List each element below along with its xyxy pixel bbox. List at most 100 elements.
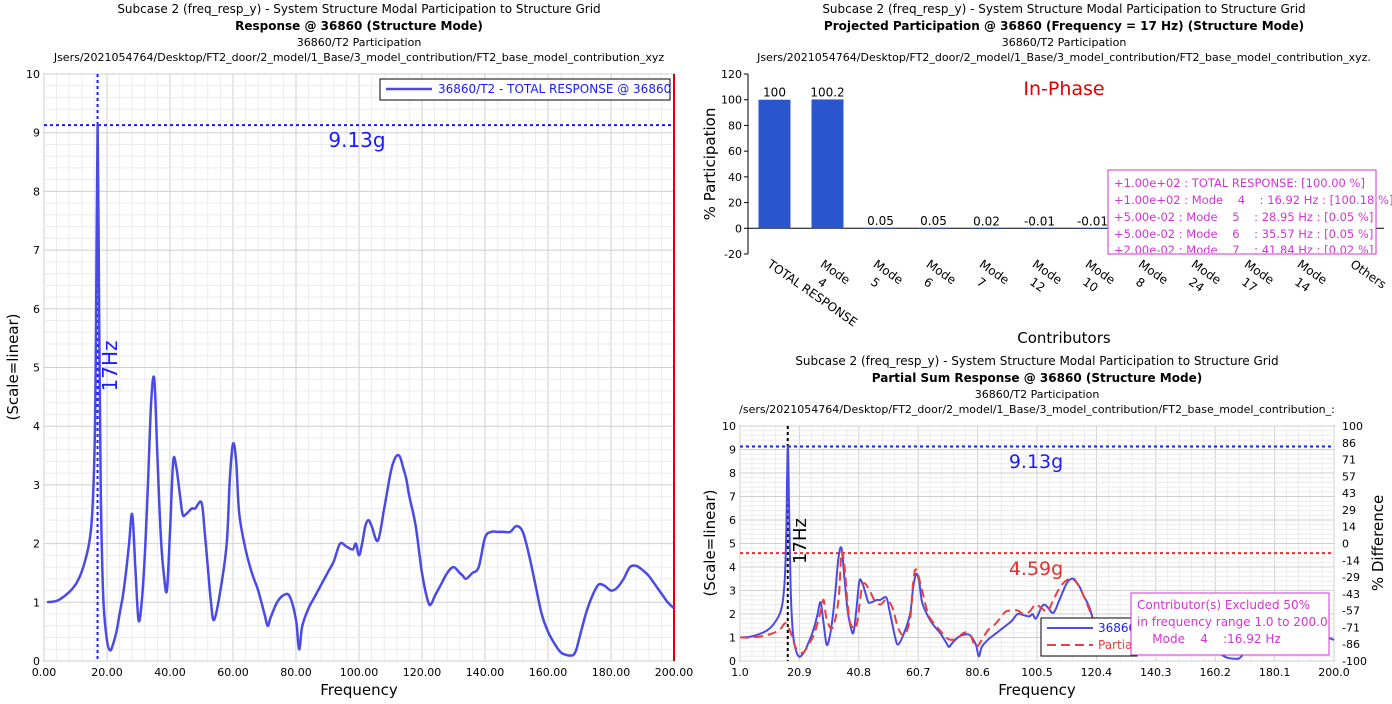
chart1-x-tick-label: 140.00 bbox=[466, 666, 505, 679]
chart3-y2-tick-label: -86 bbox=[1342, 638, 1360, 651]
chart2-bar bbox=[864, 228, 897, 229]
chart3-y2-tick-label: -57 bbox=[1342, 605, 1360, 618]
chart1-x-tick-label: 20.00 bbox=[91, 666, 123, 679]
chart3-info-line1: Contributor(s) Excluded 50% bbox=[1137, 598, 1310, 612]
chart1-y-tick-label: 8 bbox=[33, 185, 40, 198]
chart3-x-tick-label: 180.1 bbox=[1259, 666, 1291, 679]
chart2-info-line5: +2.00e-02 : Mode 7 : 41.84 Hz : [0.02 %] bbox=[1114, 243, 1373, 257]
chart3-y-tick-label: 1 bbox=[729, 632, 736, 645]
chart2-y-tick-label: 120 bbox=[721, 68, 742, 81]
chart1-title-line1: Subcase 2 (freq_resp_y) - System Structu… bbox=[117, 2, 600, 16]
chart3-y2-tick-label: -29 bbox=[1342, 571, 1360, 584]
chart3-partial-value-label: 4.59g bbox=[1009, 558, 1063, 580]
chart3-title-line3: 36860/T2 Participation bbox=[975, 388, 1100, 401]
chart2-x-tick-label: Mode6 bbox=[915, 257, 959, 300]
chart3-x-tick-label: 40.8 bbox=[847, 666, 872, 679]
chart3-y-tick-label: 9 bbox=[729, 444, 736, 457]
chart2-x-tick-label: Mode5 bbox=[862, 257, 906, 300]
chart2-x-tick-label: TOTAL RESPONSE bbox=[764, 256, 860, 329]
chart1-series-total-response bbox=[46, 123, 675, 657]
chart2-title-line3: 36860/T2 Participation bbox=[1002, 36, 1127, 49]
chart3-y2-axis-label: % Difference bbox=[1369, 495, 1387, 591]
chart2-y-axis-label: % Participation bbox=[701, 108, 719, 221]
chart1-y-tick-label: 7 bbox=[33, 244, 40, 257]
chart1-peak-value-label: 9.13g bbox=[328, 128, 385, 152]
chart1-y-tick-label: 6 bbox=[33, 303, 40, 316]
chart3-y2-tick-label: 0 bbox=[1342, 538, 1349, 551]
chart3-y-tick-label: 6 bbox=[729, 514, 736, 527]
chart2-x-tick-label-line: 8 bbox=[1133, 275, 1147, 291]
chart3-y-axis-label: (Scale=linear) bbox=[701, 489, 719, 596]
chart2-title-line1: Subcase 2 (freq_resp_y) - System Structu… bbox=[822, 2, 1305, 16]
chart3-x-tick-label: 20.9 bbox=[787, 666, 812, 679]
chart1-y-tick-label: 1 bbox=[33, 596, 40, 609]
chart2-info-line2: +1.00e+02 : Mode 4 : 16.92 Hz : [100.18 … bbox=[1114, 193, 1392, 207]
chart3-legend-label-2: Partia bbox=[1098, 638, 1132, 652]
chart3-y2-tick-label: 86 bbox=[1342, 437, 1356, 450]
chart2-phase-label: In-Phase bbox=[1023, 78, 1104, 100]
chart3-y2-tick-label: 43 bbox=[1342, 487, 1356, 500]
chart2-x-tick-label: Mode24 bbox=[1180, 257, 1224, 300]
chart1-x-tick-label: 160.00 bbox=[529, 666, 568, 679]
chart2-value-label: 0.05 bbox=[920, 214, 947, 228]
chart3-y2-tick-label: 71 bbox=[1342, 454, 1356, 467]
chart1-y-tick-label: 10 bbox=[26, 68, 40, 81]
chart2-x-tick-label-line: TOTAL RESPONSE bbox=[764, 256, 860, 329]
chart2-y-tick-label: 40 bbox=[728, 171, 742, 184]
chart2-y-tick-label: 0 bbox=[735, 222, 742, 235]
chart3-y2-tick-label: 100 bbox=[1342, 420, 1363, 433]
chart1-x-tick-label: 120.00 bbox=[403, 666, 442, 679]
chart2-y-tick-label: -20 bbox=[724, 248, 742, 261]
chart2-info-line1: +1.00e+02 : TOTAL RESPONSE: [100.00 %] bbox=[1114, 176, 1365, 190]
chart2-title-line4: Jsers/2021054764/Desktop/FT2_door/2_mode… bbox=[756, 51, 1371, 64]
chart2-value-label: 100 bbox=[763, 86, 786, 100]
chart3-y-tick-label: 8 bbox=[729, 467, 736, 480]
chart2-x-tick-label: Mode17 bbox=[1233, 257, 1277, 300]
chart2-value-label: -0.01 bbox=[1077, 214, 1108, 228]
chart3-legend: 36860 Partia bbox=[1040, 617, 1138, 657]
chart1-y-tick-label: 9 bbox=[33, 127, 40, 140]
chart1-y-tick-label: 3 bbox=[33, 479, 40, 492]
chart2-bar bbox=[811, 99, 844, 229]
chart3-y-tick-label: 10 bbox=[722, 420, 736, 433]
chart1-title-line3: 36860/T2 Participation bbox=[297, 36, 422, 49]
chart3-info-box: Contributor(s) Excluded 50% in frequency… bbox=[1130, 592, 1330, 656]
chart3-y-axis: 0 1 2 3 4 5 6 7 8 9 10 bbox=[722, 420, 736, 668]
chart2-bar bbox=[1076, 228, 1109, 229]
chart3-y2-tick-label: -71 bbox=[1342, 621, 1360, 634]
chart3-y2-tick-label: 57 bbox=[1342, 470, 1356, 483]
chart1-title-line2: Response @ 36860 (Structure Mode) bbox=[235, 19, 483, 33]
chart2-x-tick-label-line: 7 bbox=[974, 275, 988, 291]
chart3-peak-freq-label: 17Hz bbox=[790, 518, 811, 564]
chart1-x-axis: 0.00 20.00 40.00 60.00 80.00 100.00 120.00 140.… bbox=[32, 666, 694, 679]
chart2-x-tick-label-line: Others bbox=[1348, 257, 1389, 292]
chart2-value-label: 0.05 bbox=[867, 214, 894, 228]
chart3-x-axis-label: Frequency bbox=[998, 681, 1076, 699]
chart3-x-axis: 1.0 20.9 40.8 60.7 80.6 100.5 120.4 140.3 160.2 1… bbox=[731, 666, 1350, 679]
chart3-y2-tick-label: -100 bbox=[1342, 655, 1367, 668]
chart1-y-tick-label: 0 bbox=[33, 655, 40, 668]
partial-sum-chart: Subcase 2 (freq_resp_y) - System Structu… bbox=[701, 354, 1387, 699]
chart3-info-line3: Mode 4 :16.92 Hz bbox=[1137, 632, 1281, 646]
chart2-x-tick-label-line: 6 bbox=[921, 275, 935, 291]
chart2-value-label: 100.2 bbox=[810, 85, 844, 99]
chart2-y-axis: -20 0 20 40 60 80 100 120 bbox=[721, 68, 748, 261]
chart2-value-label: 0.02 bbox=[973, 214, 1000, 228]
chart1-x-tick-label: 40.00 bbox=[154, 666, 186, 679]
chart3-title-line4: /sers/2021054764/Desktop/FT2_door/2_mode… bbox=[739, 403, 1335, 416]
chart3-y-tick-label: 3 bbox=[729, 585, 736, 598]
chart3-x-tick-label: 200.0 bbox=[1318, 666, 1350, 679]
chart3-x-tick-label: 60.7 bbox=[906, 666, 931, 679]
chart1-x-tick-label: 60.00 bbox=[217, 666, 249, 679]
chart2-x-axis-label: Contributors bbox=[1017, 329, 1111, 347]
chart3-y2-axis: -100 -86 -71 -57 -43 -29 -14 0 14 29 43 57 71 86 100 bbox=[1342, 420, 1367, 668]
chart3-series-partial bbox=[739, 550, 1097, 654]
chart3-x-tick-label: 120.4 bbox=[1081, 666, 1113, 679]
chart3-y-tick-label: 0 bbox=[729, 655, 736, 668]
chart3-y-tick-label: 5 bbox=[729, 538, 736, 551]
chart3-y-tick-label: 2 bbox=[729, 608, 736, 621]
chart2-bar bbox=[917, 228, 950, 229]
chart2-bar bbox=[970, 228, 1003, 229]
